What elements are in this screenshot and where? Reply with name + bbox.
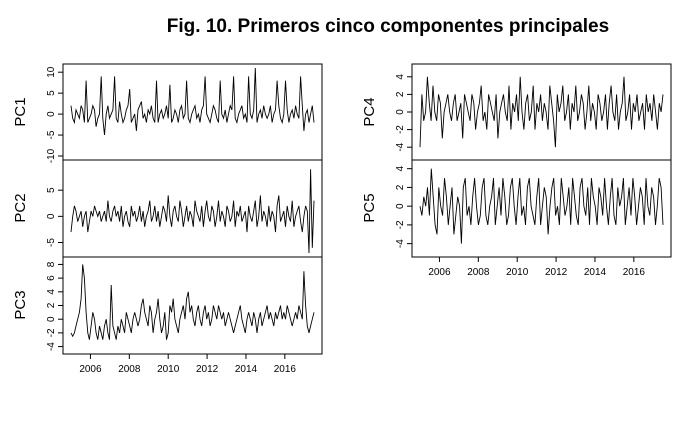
- pc5-x-tick-label: 2008: [467, 267, 490, 278]
- pc5-x-tick-label: 2006: [428, 267, 451, 278]
- pc3-panel-frame: [62, 256, 323, 355]
- pc1-y-tick-label: 0: [46, 111, 57, 117]
- pc3-y-tick-label: -2: [46, 328, 57, 337]
- pc2-panel-frame: [62, 159, 323, 258]
- pc1-y-tick-label: 10: [46, 66, 57, 78]
- pc5-x-tick-label: 2012: [545, 267, 568, 278]
- pc4-y-tick-label: 2: [395, 91, 406, 97]
- pc3-y-tick-label: 0: [46, 316, 57, 322]
- pc3-y-tick-label: -4: [46, 342, 57, 351]
- pc4-y-tick-label: -4: [395, 142, 406, 151]
- pc1-y-tick-label: -10: [46, 148, 57, 163]
- pc1-y-axis-label: PC1: [12, 97, 29, 126]
- pc5-y-tick-label: -2: [395, 220, 406, 229]
- pc3-x-tick-label: 2010: [157, 364, 180, 375]
- pc5-y-axis-label: PC5: [361, 193, 378, 222]
- pc5-y-tick-label: 0: [395, 203, 406, 209]
- pc1-series-line: [70, 67, 315, 136]
- chart-title: Fig. 10. Primeros cinco componentes prin…: [166, 16, 610, 37]
- pc3-y-tick-label: 6: [46, 275, 57, 281]
- pc1-y-tick-label: 5: [46, 90, 57, 96]
- pc2-y-axis-label: PC2: [12, 193, 29, 222]
- pc5-y-tick-label: 2: [395, 184, 406, 190]
- pc2-y-tick-label: -5: [46, 238, 57, 247]
- pc3-y-tick-label: 2: [46, 302, 57, 308]
- pc3-x-tick-label: 2014: [235, 364, 258, 375]
- pc5-y-tick-label: 4: [395, 165, 406, 171]
- pc5-y-tick-label: -4: [395, 239, 406, 248]
- pc5-panel-frame: [411, 159, 672, 258]
- pc4-y-axis-label: PC4: [361, 97, 378, 126]
- pc3-x-tick-label: 2016: [274, 364, 297, 375]
- pc5-series-line: [419, 168, 664, 244]
- pc3-x-tick-label: 2012: [196, 364, 219, 375]
- pc5-x-tick-label: 2016: [623, 267, 646, 278]
- pc4-y-tick-label: -2: [395, 125, 406, 134]
- pc5-x-tick-label: 2010: [506, 267, 529, 278]
- pc3-y-tick-label: 8: [46, 261, 57, 267]
- pc3-x-tick-label: 2008: [118, 364, 141, 375]
- pc3-y-tick-label: 4: [46, 289, 57, 295]
- pc3-y-axis-label: PC3: [12, 290, 29, 319]
- pc4-y-tick-label: 4: [395, 74, 406, 80]
- pc4-y-tick-label: 0: [395, 109, 406, 115]
- pc1-y-tick-label: -5: [46, 130, 57, 139]
- pc3-x-tick-label: 2006: [79, 364, 102, 375]
- pc3-series-line: [70, 264, 315, 340]
- pc2-series-line: [70, 169, 315, 254]
- pc4-series-line: [419, 76, 664, 148]
- pc2-y-tick-label: 5: [46, 187, 57, 193]
- pc2-y-tick-label: 0: [46, 213, 57, 219]
- pc5-x-tick-label: 2014: [584, 267, 607, 278]
